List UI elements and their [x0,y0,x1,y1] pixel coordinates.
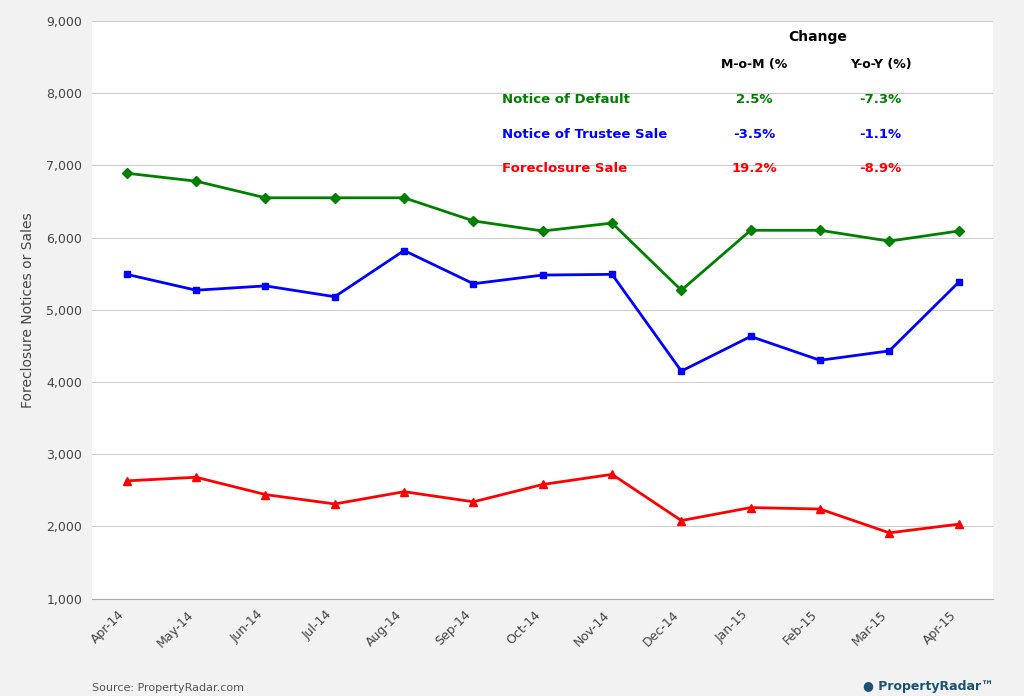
Text: Y-o-Y (%): Y-o-Y (%) [850,58,911,72]
Text: ● PropertyRadar™: ● PropertyRadar™ [862,679,993,693]
Text: 19.2%: 19.2% [732,162,777,175]
Text: M-o-M (%: M-o-M (% [721,58,787,72]
Text: Foreclosure Sale: Foreclosure Sale [502,162,628,175]
Text: -8.9%: -8.9% [859,162,902,175]
Text: Source: PropertyRadar.com: Source: PropertyRadar.com [92,683,244,693]
Text: -3.5%: -3.5% [733,128,775,141]
Text: -7.3%: -7.3% [859,93,902,106]
Text: Change: Change [788,29,847,44]
Y-axis label: Foreclosure Notices or Sales: Foreclosure Notices or Sales [22,212,35,408]
Text: Notice of Trustee Sale: Notice of Trustee Sale [502,128,668,141]
Text: 2.5%: 2.5% [736,93,773,106]
Text: Notice of Default: Notice of Default [502,93,630,106]
Text: -1.1%: -1.1% [859,128,902,141]
